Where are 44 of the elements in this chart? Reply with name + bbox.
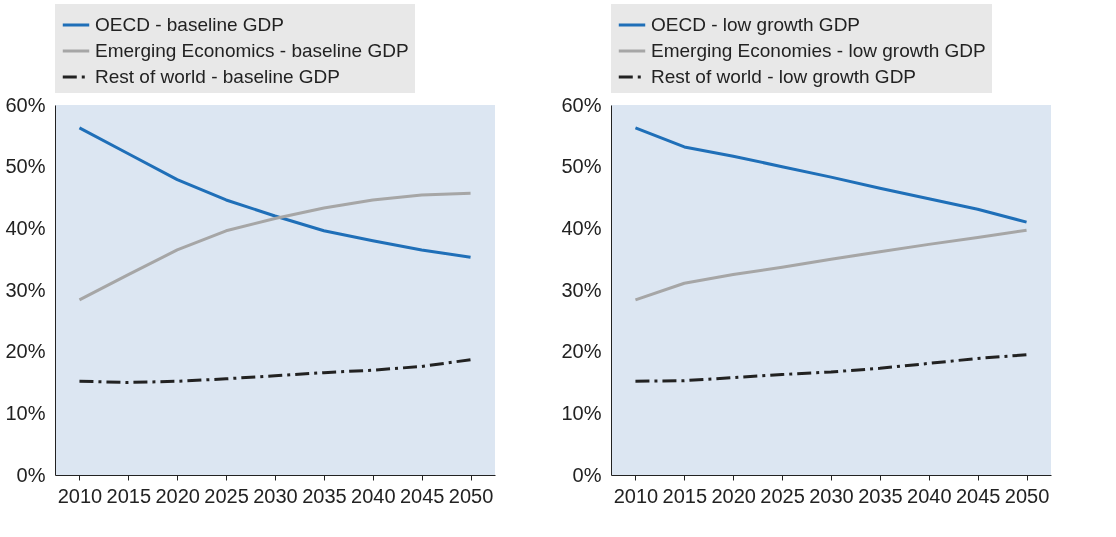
y-tick-label: 40% — [561, 216, 602, 239]
y-tick-label: 60% — [5, 93, 46, 116]
y-tick-label: 50% — [5, 155, 46, 178]
x-tick-label: 2015 — [662, 484, 708, 507]
x-tick-label: 2045 — [399, 484, 445, 507]
x-tick-label: 2010 — [57, 484, 103, 507]
y-tick-label: 10% — [561, 401, 602, 424]
legend-label: Rest of world - low growth GDP — [651, 66, 917, 87]
line-series — [77, 358, 473, 384]
y-tick-label: 30% — [5, 278, 46, 301]
x-tick-label: 2030 — [253, 484, 298, 507]
x-tick-label: 2010 — [613, 484, 659, 507]
line-series — [77, 191, 473, 302]
legend-label: Rest of world - baseline GDP — [95, 66, 340, 87]
x-tick-label: 2035 — [858, 484, 903, 507]
y-tick-label: 30% — [561, 278, 602, 301]
y-tick-label: 20% — [5, 340, 46, 363]
x-tick-label: 2045 — [955, 484, 1001, 507]
x-tick-label: 2050 — [1004, 484, 1050, 507]
y-tick-label: 50% — [561, 155, 602, 178]
legend-label: Emerging Economies - low growth GDP — [651, 40, 986, 61]
y-tick-label: 0% — [572, 463, 602, 486]
x-tick-label: 2050 — [448, 484, 494, 507]
y-tick-label: 60% — [561, 93, 602, 116]
legend-label: Emerging Economics - baseline GDP — [95, 40, 409, 61]
line-series — [633, 228, 1029, 302]
x-tick-label: 2040 — [351, 484, 396, 507]
x-tick-label: 2015 — [106, 484, 152, 507]
y-tick-label: 10% — [5, 401, 46, 424]
x-tick-label: 2040 — [907, 484, 952, 507]
line-series — [633, 353, 1029, 383]
y-tick-label: 40% — [5, 216, 46, 239]
x-tick-label: 2030 — [809, 484, 854, 507]
x-tick-label: 2020 — [711, 484, 756, 507]
legend-label: OECD - low growth GDP — [651, 14, 861, 35]
line-series — [633, 126, 1029, 224]
x-tick-label: 2025 — [204, 484, 249, 507]
line-series — [77, 126, 473, 259]
legend-label: OECD - baseline GDP — [95, 14, 285, 35]
x-tick-label: 2020 — [155, 484, 200, 507]
x-tick-label: 2035 — [302, 484, 347, 507]
y-tick-label: 20% — [561, 340, 602, 363]
x-tick-label: 2025 — [760, 484, 805, 507]
y-tick-label: 0% — [16, 463, 46, 486]
